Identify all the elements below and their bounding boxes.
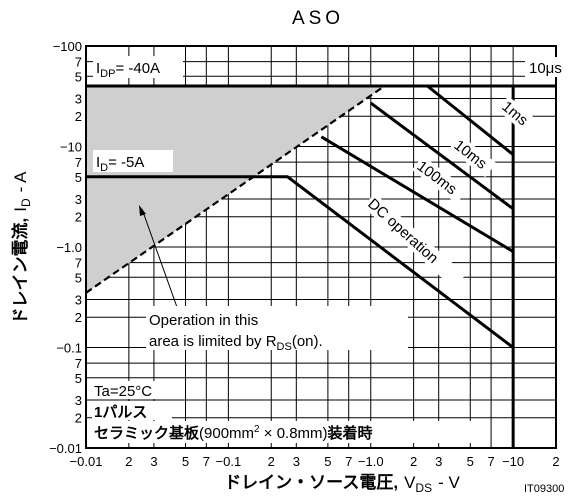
chart-title: ASO <box>292 8 344 29</box>
y-tick-label: 7 <box>75 155 82 170</box>
y-tick-label: 7 <box>75 356 82 371</box>
idp-label: IDP= -40A <box>93 56 183 80</box>
series-line-dc-operation <box>86 175 515 349</box>
x-tick-label: 2 <box>268 454 275 469</box>
y-tick-label: −100 <box>53 39 82 54</box>
y-tick-label: 5 <box>75 69 82 84</box>
svg-text:Ta=25°C: Ta=25°C <box>94 383 152 400</box>
x-tick-label: 7 <box>487 454 494 469</box>
id-label: ID= -5A <box>93 150 173 174</box>
x-tick-label: 3 <box>293 454 300 469</box>
svg-text:Operation in this: Operation in this <box>149 312 258 329</box>
svg-text:IDP= -40A: IDP= -40A <box>96 60 160 80</box>
curve-label-10ms: 10ms <box>448 134 497 178</box>
x-tick-label: 3 <box>150 454 157 469</box>
x-tick-label: 7 <box>203 454 210 469</box>
y-tick-label: 3 <box>75 293 82 308</box>
y-tick-label: 3 <box>75 92 82 107</box>
x-axis-label: ドレイン・ソース電圧, VDS - V <box>224 473 460 495</box>
x-tick-label: 5 <box>324 454 331 469</box>
curve-label-1ms: 1ms <box>496 95 537 133</box>
x-tick-labels: −0.01 2 3 5 7 −0.1 2 3 5 7 −1.0 2 3 5 7 −10 2 <box>70 454 560 469</box>
y-tick-label: −0.1 <box>56 341 82 356</box>
annotation-arrowhead <box>139 205 146 216</box>
svg-text:ID= -5A: ID= -5A <box>96 154 144 174</box>
series-line-10ms <box>369 101 514 211</box>
series-line-1ms <box>426 84 515 156</box>
y-tick-label: 5 <box>75 170 82 185</box>
svg-text:10μs: 10μs <box>529 60 562 77</box>
x-tick-label: 3 <box>435 454 442 469</box>
x-tick-label: 2 <box>125 454 132 469</box>
x-tick-label: 5 <box>467 454 474 469</box>
x-tick-label: 7 <box>345 454 352 469</box>
y-tick-label: 3 <box>75 192 82 207</box>
figure-code: IT09300 <box>524 483 564 495</box>
plot-frame <box>85 45 557 449</box>
series-lines <box>85 84 556 448</box>
x-tick-label: −1.0 <box>358 454 384 469</box>
operation-note: Operation in this area is limited by RDS… <box>146 306 408 353</box>
y-tick-label: 5 <box>75 371 82 386</box>
svg-text:1パルス: 1パルス <box>94 404 147 421</box>
x-tick-label: −10 <box>502 454 524 469</box>
x-tick-label: 2 <box>410 454 417 469</box>
y-tick-label: 2 <box>75 210 82 225</box>
y-tick-label: −10 <box>60 140 82 155</box>
series-line-rds-limit <box>85 85 386 294</box>
x-tick-label: 2 <box>552 454 559 469</box>
svg-text:area is limited by RDS(on).: area is limited by RDS(on). <box>149 333 323 353</box>
svg-text:セラミック基板(900mm2 × 0.8mm)装着時: セラミック基板(900mm2 × 0.8mm)装着時 <box>94 424 373 442</box>
conditions-note: Ta=25°C 1パルス セラミック基板(900mm2 × 0.8mm)装着時 <box>92 381 482 443</box>
series-line-100ms <box>320 135 514 253</box>
svg-text:DC operation: DC operation <box>364 195 441 267</box>
annotation-arrow <box>141 208 179 311</box>
y-tick-label: −1.0 <box>56 240 82 255</box>
y-tick-label: 2 <box>75 310 82 325</box>
y-tick-label: 7 <box>75 256 82 271</box>
y-tick-label: 2 <box>75 411 82 426</box>
y-tick-label: 3 <box>75 393 82 408</box>
y-axis-label: ドレイン電流,ID- A <box>10 171 33 325</box>
y-tick-label: 5 <box>75 270 82 285</box>
y-tick-label: −0.01 <box>49 441 82 456</box>
y-tick-label: 7 <box>75 55 82 70</box>
x-tick-label: 5 <box>182 454 189 469</box>
x-tick-label: −0.01 <box>70 454 103 469</box>
y-tick-label: 2 <box>75 109 82 124</box>
curve-label-10us: 10μs <box>525 57 565 77</box>
x-tick-label: −0.1 <box>216 454 242 469</box>
